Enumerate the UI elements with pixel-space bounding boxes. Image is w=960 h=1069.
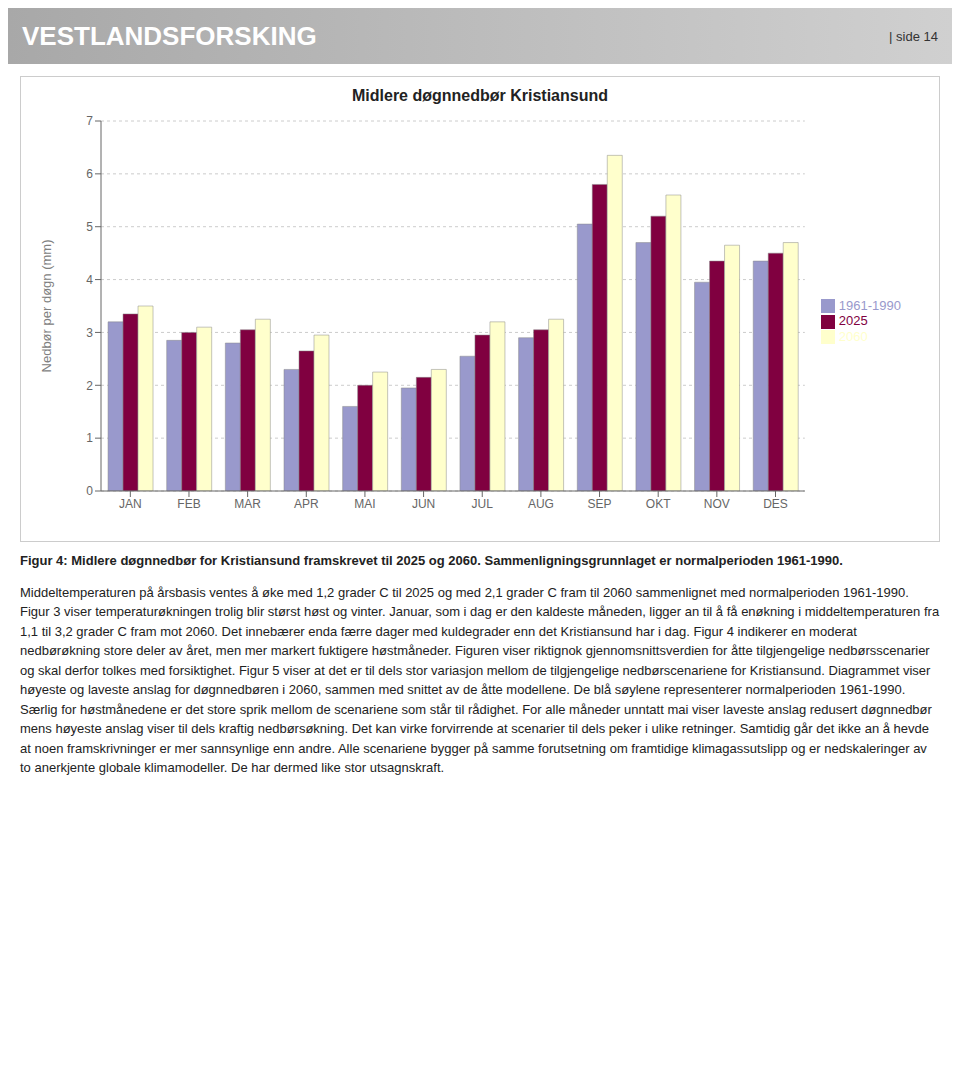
svg-text:NOV: NOV xyxy=(704,497,730,511)
svg-text:MAI: MAI xyxy=(354,497,375,511)
svg-text:Nedbør per døgn (mm): Nedbør per døgn (mm) xyxy=(39,240,54,373)
html-text:2060: 2060 xyxy=(838,328,868,344)
svg-text:APR: APR xyxy=(294,497,319,511)
html-text:| side 14: | side 14 xyxy=(889,28,938,44)
svg-text:4: 4 xyxy=(86,273,93,287)
svg-text:DES: DES xyxy=(763,497,788,511)
svg-text:OKT: OKT xyxy=(646,497,671,511)
svg-text:FEB: FEB xyxy=(177,497,200,511)
svg-text:0: 0 xyxy=(86,484,93,498)
svg-text:7: 7 xyxy=(86,114,93,128)
svg-text:JUL: JUL xyxy=(472,497,494,511)
svg-text:JAN: JAN xyxy=(119,497,142,511)
svg-text:6: 6 xyxy=(86,167,93,181)
html-text:Figur 4: Midlere døgnnedbør fo: Figur 4: Midlere døgnnedbør for Kristian… xyxy=(20,553,843,568)
svg-text:JUN: JUN xyxy=(412,497,435,511)
svg-text:3: 3 xyxy=(86,326,93,340)
html-text:2025: 2025 xyxy=(838,313,868,329)
svg-text:AUG: AUG xyxy=(528,497,554,511)
svg-text:5: 5 xyxy=(86,220,93,234)
svg-text:2: 2 xyxy=(86,379,93,393)
html-text:Midlere døgnnedbør Kristiansun: Midlere døgnnedbør Kristiansund xyxy=(352,87,608,104)
html-text:VESTLANDSFORSKING: VESTLANDSFORSKING xyxy=(22,20,317,51)
svg-text:1: 1 xyxy=(86,431,93,445)
svg-text:SEP: SEP xyxy=(588,497,612,511)
svg-text:MAR: MAR xyxy=(234,497,261,511)
html-text:Middeltemperaturen på årsbasis: Middeltemperaturen på årsbasis ventes å … xyxy=(20,584,940,776)
html-text:1961-1990: 1961-1990 xyxy=(838,297,901,313)
